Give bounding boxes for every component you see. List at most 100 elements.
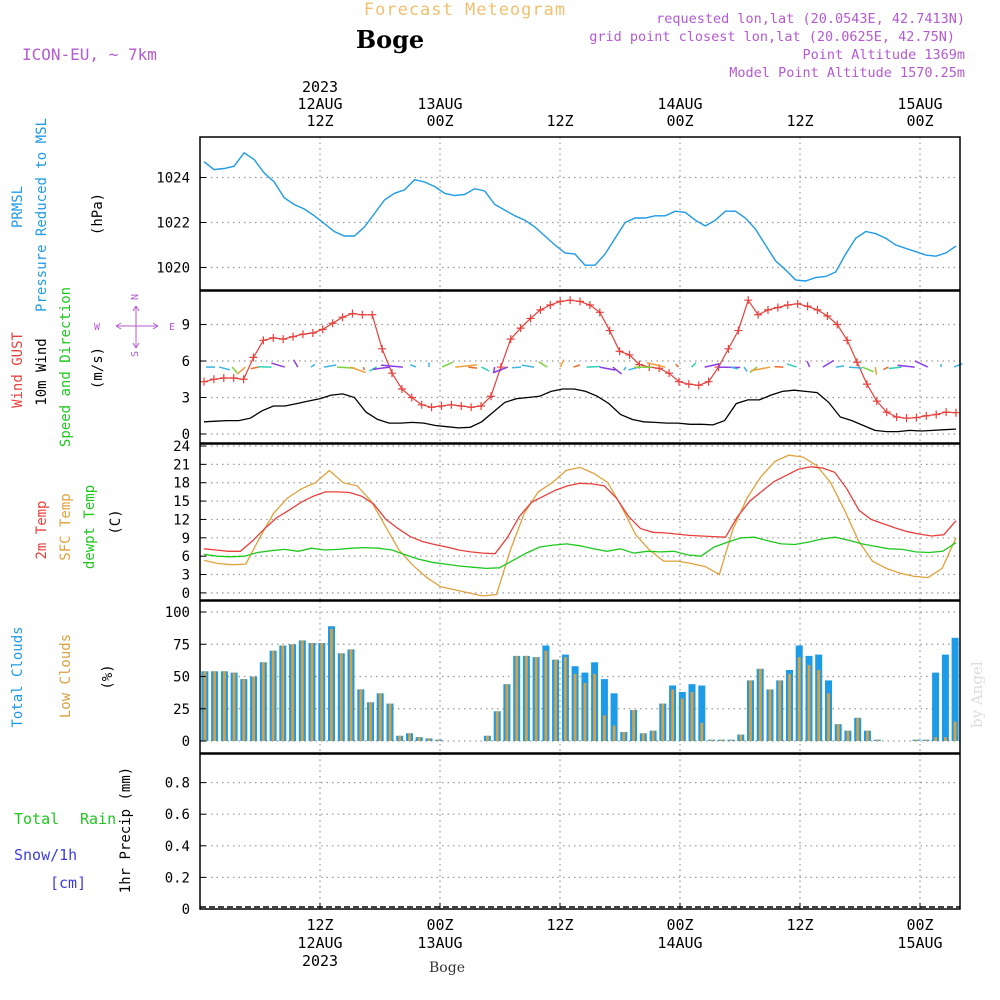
y-tick-label: 9 (182, 531, 190, 547)
low-cloud-bar (632, 710, 635, 741)
low-cloud-bar (349, 649, 353, 741)
gust-marker (942, 408, 951, 417)
gust-marker (813, 305, 822, 314)
low-cloud-bar (544, 650, 548, 741)
wind-label: 10m Wind (34, 338, 50, 405)
gust-marker (417, 400, 426, 409)
y-tick-label: 1024 (156, 171, 190, 187)
low-cloud-bar (846, 730, 850, 741)
gust-marker (546, 301, 555, 310)
low-cloud-bar (661, 703, 665, 741)
y-tick-label: 0.6 (165, 807, 190, 823)
wind-direction-arrow (848, 366, 863, 369)
y-tick-label: 1022 (156, 216, 190, 232)
low-cloud-bar (271, 650, 275, 741)
low-cloud-bar (242, 679, 246, 741)
low-cloud-bar (593, 673, 596, 741)
wind-direction-arrow (372, 366, 390, 371)
y-tick-label: 3 (182, 391, 190, 407)
gust-marker (378, 344, 387, 353)
gust-marker (289, 332, 298, 341)
gust-marker (298, 330, 307, 339)
low-cloud-bar (525, 655, 528, 741)
wind-direction-arrow (861, 366, 874, 373)
wind-direction-arrow (236, 366, 246, 375)
pressure-unit: (hPa) (90, 193, 106, 235)
wind-unit: (m/s) (90, 347, 106, 389)
gust-marker (516, 324, 525, 333)
requested-coords: requested lon,lat (20.0543E, 42.7413N) (656, 11, 965, 27)
model-altitude: Model Point Altitude 1570.25m (729, 65, 965, 81)
gust-marker (615, 347, 624, 356)
gust-marker (368, 310, 377, 319)
pressure-line (203, 151, 957, 282)
gust-marker (249, 353, 258, 362)
total-cloud-bar (600, 679, 608, 741)
low-cloud-bar (573, 673, 577, 741)
y-tick-label: 24 (173, 439, 190, 455)
time-label-bottom: 14AUG (657, 934, 702, 952)
wind-direction-arrow (292, 359, 299, 368)
gust-marker (259, 336, 268, 345)
wind-direction-arrow (730, 366, 739, 370)
low-cloud-bar (583, 683, 587, 741)
gust-marker (200, 377, 208, 386)
wind-direction-arrow (468, 366, 478, 369)
model-label: ICON-EU, ~ 7km (22, 45, 157, 64)
time-label-top: 00Z (666, 112, 693, 130)
gust-marker (892, 412, 901, 421)
dewpoint-label: dewpt Temp (82, 485, 98, 569)
wind-direction-arrow (897, 364, 915, 368)
time-label-bottom: 12AUG (297, 934, 342, 952)
wind-direction-arrow (623, 366, 627, 371)
gust-marker (744, 296, 753, 305)
wind-direction-arrow (612, 366, 623, 375)
low-cloud-bar (213, 671, 216, 741)
panel-frame-pressure (199, 136, 961, 291)
low-cloud-bar (223, 671, 226, 741)
time-label-bottom: 12Z (546, 916, 573, 934)
wind-direction-arrow (512, 366, 522, 369)
gust-marker (328, 319, 337, 328)
gust-marker (576, 297, 584, 306)
gust-marker (209, 375, 218, 384)
sfc-temp-label: SFC Temp (58, 493, 74, 560)
gust-marker (447, 400, 456, 409)
wind-direction-arrow (481, 366, 490, 372)
gust-marker (318, 325, 327, 334)
gust-marker (872, 397, 881, 406)
low-cloud-bar (486, 735, 489, 741)
footer-station: Boge (429, 960, 465, 976)
gust-marker (219, 374, 228, 383)
gust-marker (358, 310, 367, 319)
low-cloud-bar (300, 640, 304, 741)
low-cloud-bar (749, 680, 752, 741)
wind-direction-arrow (362, 366, 366, 371)
gust-marker (556, 297, 565, 306)
wind-direction-arrow (822, 359, 835, 368)
y-tick-label: 0.4 (165, 839, 190, 855)
gust-marker (665, 369, 674, 378)
gust-marker (506, 335, 515, 344)
temp-2m-line (203, 466, 957, 555)
precip-unit: 1hr Precip (mm) (118, 767, 134, 893)
y-tick-label: 0 (182, 586, 190, 602)
low-cloud-bar (408, 733, 411, 741)
low-cloud-bar (866, 730, 869, 741)
y-tick-label: 6 (182, 549, 190, 565)
y-tick-label: 0.8 (165, 776, 190, 792)
wind-direction-arrow (743, 366, 748, 372)
total-cloud-bar (698, 685, 706, 741)
low-cloud-bar (417, 737, 421, 741)
gust-marker (734, 326, 743, 335)
low-cloud-bar (817, 670, 821, 741)
gust-marker (437, 402, 446, 411)
wind-direction-arrow (888, 366, 902, 370)
low-cloud-bar (856, 717, 860, 741)
low-cloud-bar (719, 739, 723, 741)
panel-frame-temp (199, 443, 961, 601)
gust-marker (536, 305, 545, 314)
gust-marker (694, 381, 703, 390)
gust-marker (853, 358, 862, 367)
